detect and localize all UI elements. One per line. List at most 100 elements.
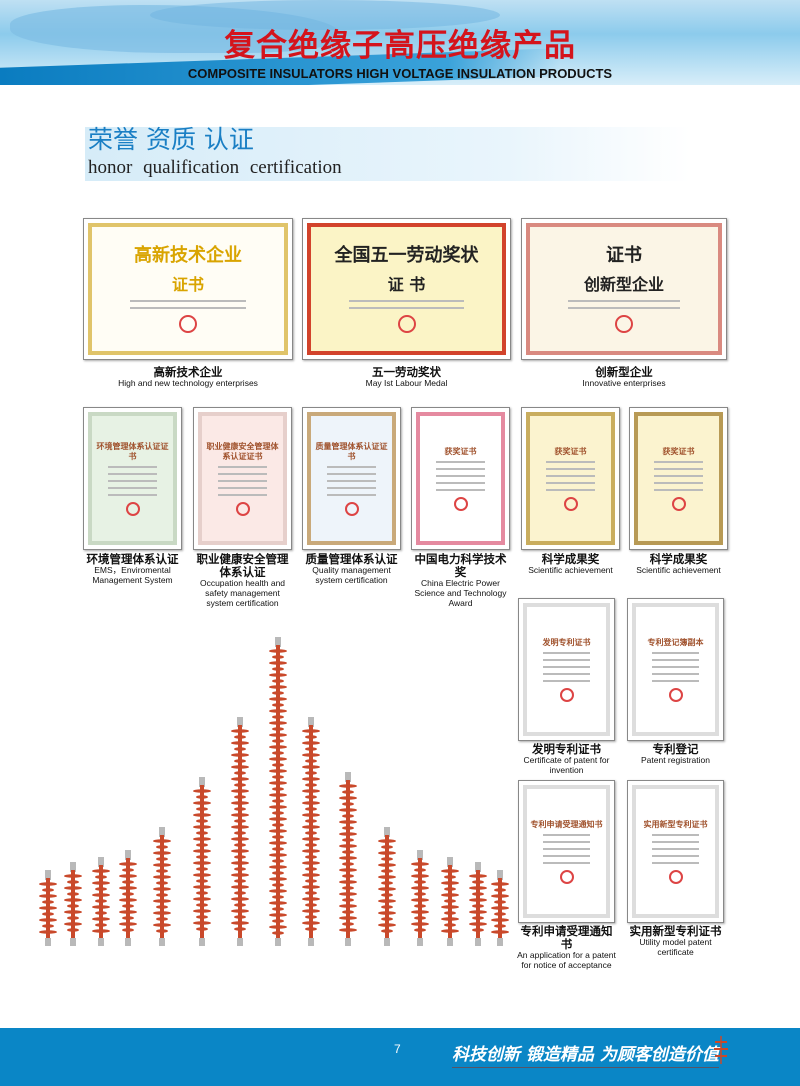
text-line bbox=[108, 466, 157, 468]
certificate-image: 获奖证书 bbox=[629, 407, 728, 550]
certificate-image: 发明专利证书 bbox=[518, 598, 615, 741]
caption-cn: 实用新型专利证书 bbox=[629, 924, 722, 938]
certificate-subtitle: 证 书 bbox=[387, 275, 426, 295]
text-line bbox=[651, 659, 700, 661]
insulator bbox=[153, 827, 171, 946]
text-line bbox=[542, 848, 591, 850]
text-line bbox=[542, 841, 591, 843]
certificate-image: 获奖证书 bbox=[411, 407, 510, 550]
text-line bbox=[651, 841, 700, 843]
text-line bbox=[651, 666, 700, 668]
text-line bbox=[349, 300, 464, 303]
text-line bbox=[218, 487, 267, 489]
text-line bbox=[546, 468, 595, 470]
certificate-content: 发明专利证书 bbox=[523, 603, 610, 736]
certificate-title: 职业健康安全管理体系认证证书 bbox=[206, 441, 279, 461]
certificate-content: 获奖证书 bbox=[526, 412, 615, 545]
seal-icon bbox=[668, 688, 683, 702]
caption-cn: 职业健康安全管理体系认证 bbox=[196, 552, 289, 580]
header-title-en: COMPOSITE INSULATORS HIGH VOLTAGE INSULA… bbox=[187, 66, 613, 81]
certificate-title: 获奖证书 bbox=[662, 446, 695, 456]
certificate-image: 高新技术企业 证书 bbox=[83, 218, 293, 360]
text-line bbox=[327, 473, 376, 475]
caption-cn: 质量管理体系认证 bbox=[305, 552, 398, 566]
caption-en: EMS，Enviromental Management System bbox=[92, 565, 173, 585]
text-line bbox=[218, 480, 267, 482]
caption-cn: 五一劳动奖状 bbox=[372, 365, 441, 379]
text-line bbox=[542, 855, 591, 857]
certificate-image: 职业健康安全管理体系认证证书 bbox=[193, 407, 292, 550]
text-line bbox=[130, 300, 246, 303]
certificate-image: 获奖证书 bbox=[521, 407, 620, 550]
insulator bbox=[269, 637, 287, 946]
text-line bbox=[436, 489, 485, 491]
text-line bbox=[327, 494, 376, 496]
header-title-cn: 复合绝缘子高压绝缘产品 bbox=[224, 28, 576, 64]
certificate-content: 证书 创新型企业 bbox=[526, 223, 722, 355]
caption-cn: 科学成果奖 bbox=[541, 552, 600, 566]
certificate-content: 获奖证书 bbox=[416, 412, 505, 545]
text-line bbox=[349, 307, 464, 310]
certificate-image: 全国五一劳动奖状证 书 bbox=[302, 218, 511, 360]
certificate-caption: 专利申请受理通知书 An application for a patent for… bbox=[516, 924, 617, 971]
certificate-content: 专利申请受理通知书 bbox=[523, 785, 610, 918]
certificate-caption: 发明专利证书 Certificate of patent for inventio… bbox=[516, 742, 617, 776]
certificate-title: 专利登记簿副本 bbox=[647, 637, 704, 647]
insulator bbox=[302, 717, 320, 946]
seal-icon bbox=[671, 497, 686, 511]
caption-en: Patent registration bbox=[641, 755, 710, 766]
text-line bbox=[542, 666, 591, 668]
seal-icon bbox=[397, 315, 416, 334]
text-line bbox=[542, 862, 591, 864]
certificate-title: 发明专利证书 bbox=[542, 637, 591, 647]
caption-en: Scientific achievement bbox=[636, 565, 721, 576]
insulator bbox=[469, 862, 487, 946]
text-line bbox=[651, 834, 700, 836]
certificate-caption: 质量管理体系认证 Quality management system certif… bbox=[300, 552, 403, 586]
text-line bbox=[218, 494, 267, 496]
caption-cn: 环境管理体系认证 bbox=[86, 552, 179, 566]
insulator bbox=[411, 850, 429, 946]
certificate-title: 获奖证书 bbox=[444, 446, 477, 456]
text-line bbox=[546, 475, 595, 477]
text-line bbox=[108, 494, 157, 496]
text-line bbox=[651, 855, 700, 857]
text-line bbox=[546, 489, 595, 491]
seal-icon bbox=[179, 315, 197, 334]
text-line bbox=[654, 468, 703, 470]
certificate-caption: 科学成果奖 Scientific achievement bbox=[627, 552, 730, 576]
caption-cn: 创新型企业 bbox=[595, 365, 653, 379]
caption-cn: 专利登记 bbox=[652, 742, 699, 756]
certificate-content: 高新技术企业 证书 bbox=[88, 223, 288, 355]
certificate-title: 专利申请受理通知书 bbox=[530, 819, 603, 829]
certificate-caption: 科学成果奖 Scientific achievement bbox=[519, 552, 622, 576]
certificate-content: 质量管理体系认证证书 bbox=[307, 412, 396, 545]
text-line bbox=[327, 487, 376, 489]
page-number: 7 bbox=[394, 1042, 401, 1056]
insulator bbox=[92, 857, 110, 946]
certificate-content: 环境管理体系认证证书 bbox=[88, 412, 177, 545]
certificate-caption: 五一劳动奖状 May Ist Labour Medal bbox=[302, 365, 511, 389]
text-line bbox=[436, 475, 485, 477]
certificate-content: 专利登记簿副本 bbox=[632, 603, 719, 736]
text-line bbox=[651, 673, 700, 675]
text-line bbox=[218, 473, 267, 475]
text-line bbox=[654, 475, 703, 477]
seal-icon bbox=[615, 315, 633, 334]
insulator bbox=[339, 772, 357, 946]
certificate-title: 全国五一劳动奖状 bbox=[334, 244, 479, 266]
certificate-title: 获奖证书 bbox=[554, 446, 587, 456]
text-line bbox=[130, 307, 246, 310]
certificate-image: 专利登记簿副本 bbox=[627, 598, 724, 741]
caption-cn: 发明专利证书 bbox=[532, 742, 601, 756]
certificate-title: 环境管理体系认证证书 bbox=[96, 441, 169, 461]
text-line bbox=[542, 659, 591, 661]
caption-en: Occupation health and safety management … bbox=[199, 578, 286, 608]
certificate-subtitle: 证书 bbox=[171, 275, 204, 295]
certificate-image: 专利申请受理通知书 bbox=[518, 780, 615, 923]
section-title-en: honor qualification certification bbox=[88, 157, 342, 178]
text-line bbox=[218, 466, 267, 468]
text-line bbox=[567, 300, 681, 303]
certificate-image: 证书 创新型企业 bbox=[521, 218, 727, 360]
seal-icon bbox=[668, 870, 683, 884]
